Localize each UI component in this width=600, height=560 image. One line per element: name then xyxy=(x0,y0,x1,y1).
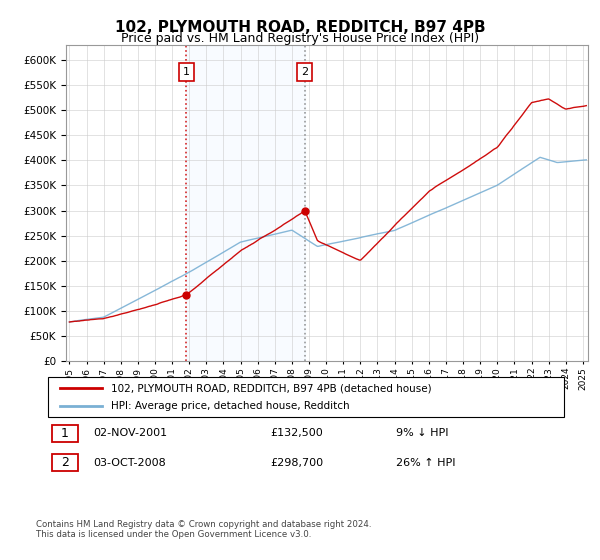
Text: £298,700: £298,700 xyxy=(270,458,323,468)
Text: 102, PLYMOUTH ROAD, REDDITCH, B97 4PB: 102, PLYMOUTH ROAD, REDDITCH, B97 4PB xyxy=(115,20,485,35)
Text: £132,500: £132,500 xyxy=(270,428,323,438)
Text: HPI: Average price, detached house, Redditch: HPI: Average price, detached house, Redd… xyxy=(111,401,350,411)
Text: 2: 2 xyxy=(61,456,69,469)
Text: 03-OCT-2008: 03-OCT-2008 xyxy=(93,458,166,468)
Text: 2: 2 xyxy=(301,67,308,77)
Text: 9% ↓ HPI: 9% ↓ HPI xyxy=(396,428,448,438)
Text: 1: 1 xyxy=(61,427,69,440)
Bar xyxy=(187,45,305,361)
Text: Contains HM Land Registry data © Crown copyright and database right 2024.
This d: Contains HM Land Registry data © Crown c… xyxy=(36,520,371,539)
Text: 102, PLYMOUTH ROAD, REDDITCH, B97 4PB (detached house): 102, PLYMOUTH ROAD, REDDITCH, B97 4PB (d… xyxy=(111,383,431,393)
Text: 1: 1 xyxy=(183,67,190,77)
Text: 02-NOV-2001: 02-NOV-2001 xyxy=(93,428,167,438)
Text: Price paid vs. HM Land Registry's House Price Index (HPI): Price paid vs. HM Land Registry's House … xyxy=(121,32,479,45)
Text: 26% ↑ HPI: 26% ↑ HPI xyxy=(396,458,455,468)
